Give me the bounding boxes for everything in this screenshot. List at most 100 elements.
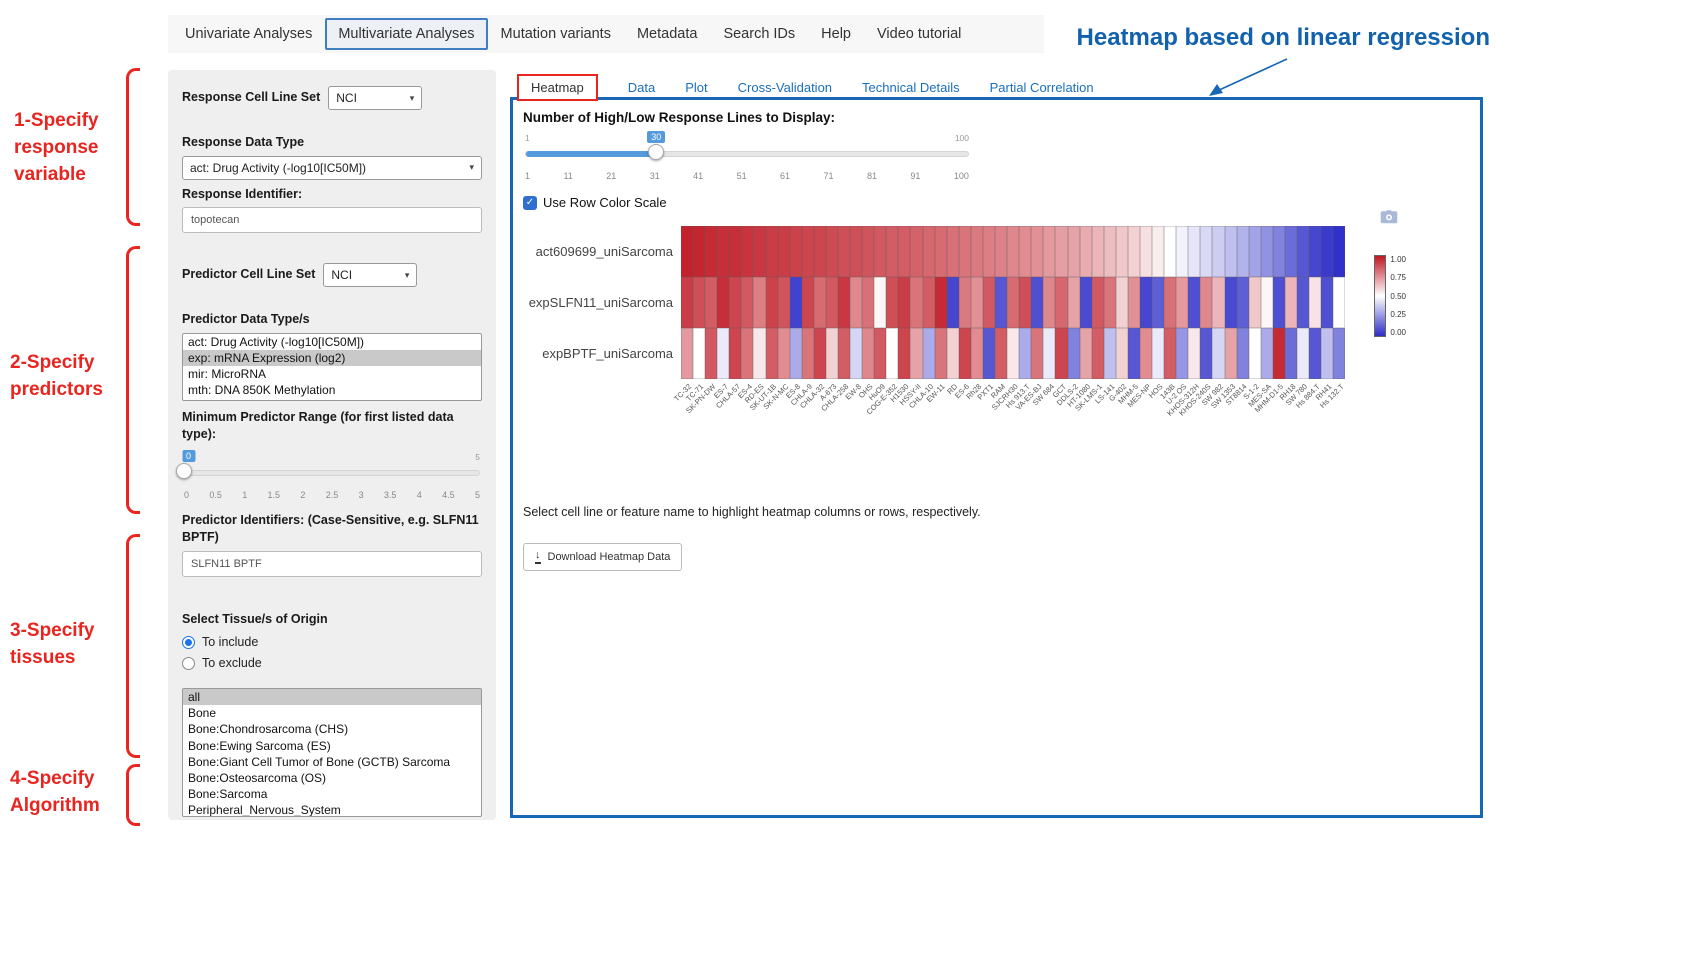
heatmap-cell[interactable]: [1333, 226, 1346, 277]
heatmap-cell[interactable]: [1164, 277, 1177, 328]
heatmap-cell[interactable]: [741, 328, 754, 379]
heatmap-cell[interactable]: [717, 328, 730, 379]
tab-plot[interactable]: Plot: [685, 80, 708, 95]
heatmap-cell[interactable]: [874, 277, 887, 328]
heatmap-cell[interactable]: [1139, 328, 1153, 379]
heatmap-cell[interactable]: [825, 226, 839, 277]
heatmap-cell[interactable]: [1164, 328, 1177, 379]
heatmap-cell[interactable]: [777, 226, 790, 277]
nav-item-multivariate-analyses[interactable]: Multivariate Analyses: [325, 18, 488, 50]
heatmap-cell[interactable]: [1188, 328, 1201, 379]
camera-icon[interactable]: [1380, 210, 1398, 225]
tab-heatmap[interactable]: Heatmap: [517, 74, 598, 101]
heatmap-cell[interactable]: [970, 226, 983, 277]
heatmap-cell[interactable]: [1296, 226, 1310, 277]
heatmap-cell[interactable]: [1164, 226, 1177, 277]
heatmap-cell[interactable]: [1067, 328, 1080, 379]
heatmap-cell[interactable]: [1224, 226, 1237, 277]
heatmap-cell[interactable]: [777, 328, 790, 379]
heatmap-cell[interactable]: [1079, 277, 1092, 328]
heatmap-cell[interactable]: [1272, 226, 1285, 277]
heatmap-cell[interactable]: [1224, 277, 1237, 328]
heatmap-cell[interactable]: [995, 328, 1008, 379]
tissue-option[interactable]: Bone:Osteosarcoma (OS): [188, 771, 327, 786]
heatmap-cell[interactable]: [838, 226, 851, 277]
tissue-option[interactable]: Bone: [188, 706, 217, 721]
heatmap-cell[interactable]: [1200, 328, 1213, 379]
heatmap-cell[interactable]: [1284, 328, 1297, 379]
predictor-data-type-option[interactable]: mth: DNA 850K Methylation: [188, 383, 336, 398]
heatmap-cell[interactable]: [922, 226, 935, 277]
heatmap-cell[interactable]: [1188, 226, 1201, 277]
heatmap-cell[interactable]: [1043, 328, 1056, 379]
heatmap-cell[interactable]: [681, 328, 694, 379]
heatmap-cell[interactable]: [1321, 226, 1334, 277]
heatmap-cell[interactable]: [946, 277, 959, 328]
heatmap-cell[interactable]: [801, 328, 814, 379]
heatmap-cell[interactable]: [753, 328, 766, 379]
heatmap-cell[interactable]: [934, 328, 947, 379]
heatmap-cell[interactable]: [934, 226, 947, 277]
heatmap-cell[interactable]: [1115, 328, 1128, 379]
heatmap-cell[interactable]: [789, 328, 802, 379]
heatmap-cell[interactable]: [825, 277, 839, 328]
heatmap-cell[interactable]: [862, 277, 875, 328]
heatmap-cell[interactable]: [1309, 226, 1322, 277]
response-data-type-select[interactable]: act: Drug Activity (-log10[IC50M]) ▾: [182, 155, 482, 180]
heatmap-cell[interactable]: [1103, 328, 1116, 379]
heatmap-cell[interactable]: [729, 328, 742, 379]
heatmap-cell[interactable]: [1055, 226, 1068, 277]
nav-item-univariate-analyses[interactable]: Univariate Analyses: [185, 26, 313, 42]
heatmap-cell[interactable]: [1115, 277, 1128, 328]
heatmap-cell[interactable]: [717, 226, 730, 277]
heatmap-cell[interactable]: [1152, 277, 1165, 328]
heatmap-cell[interactable]: [705, 277, 718, 328]
heatmap-cell[interactable]: [982, 226, 996, 277]
heatmap-cell[interactable]: [898, 226, 911, 277]
heatmap-cell[interactable]: [1031, 328, 1044, 379]
lines-slider-track[interactable]: [525, 151, 969, 157]
heatmap-cell[interactable]: [1212, 226, 1225, 277]
min-range-slider-handle[interactable]: [176, 462, 192, 479]
heatmap-cell[interactable]: [1115, 226, 1128, 277]
heatmap-cell[interactable]: [1031, 226, 1044, 277]
predictor-data-type-option[interactable]: exp: mRNA Expression (log2): [183, 349, 481, 366]
heatmap-cell[interactable]: [886, 328, 899, 379]
heatmap-cell[interactable]: [1067, 277, 1080, 328]
heatmap-cell[interactable]: [958, 277, 971, 328]
heatmap-cell[interactable]: [825, 328, 839, 379]
heatmap-cell[interactable]: [850, 226, 863, 277]
heatmap-cell[interactable]: [995, 277, 1008, 328]
heatmap-cell[interactable]: [958, 226, 971, 277]
heatmap-cell[interactable]: [705, 226, 718, 277]
download-heatmap-data-button[interactable]: ↓ Download Heatmap Data: [523, 543, 683, 571]
tab-data[interactable]: Data: [627, 80, 656, 95]
heatmap-cell[interactable]: [1079, 226, 1092, 277]
heatmap-cell[interactable]: [753, 226, 766, 277]
heatmap-cell[interactable]: [1152, 226, 1165, 277]
heatmap-cell[interactable]: [1103, 277, 1116, 328]
tissues-include-radio[interactable]: [182, 635, 195, 649]
heatmap-cell[interactable]: [1019, 328, 1032, 379]
heatmap-cell[interactable]: [1333, 328, 1346, 379]
heatmap-cell[interactable]: [910, 226, 923, 277]
heatmap-cell[interactable]: [1152, 328, 1165, 379]
min-range-slider-track[interactable]: [184, 469, 480, 476]
predictor-cell-line-set-select[interactable]: NCI ▾: [323, 263, 418, 287]
heatmap-cell[interactable]: [886, 226, 899, 277]
heatmap-cell[interactable]: [874, 328, 887, 379]
heatmap-cell[interactable]: [1091, 328, 1104, 379]
heatmap-cell[interactable]: [1272, 328, 1285, 379]
tissue-option[interactable]: Bone:Chondrosarcoma (CHS): [188, 722, 349, 737]
heatmap-cell[interactable]: [1272, 277, 1285, 328]
heatmap-cell[interactable]: [813, 277, 826, 328]
heatmap-cell[interactable]: [995, 226, 1008, 277]
heatmap-cell[interactable]: [1260, 328, 1273, 379]
heatmap-cell[interactable]: [1224, 328, 1237, 379]
lines-slider[interactable]: 1 100 30: [523, 131, 971, 171]
heatmap-cell[interactable]: [1321, 277, 1334, 328]
heatmap-cell[interactable]: [1055, 277, 1068, 328]
heatmap-cell[interactable]: [729, 277, 742, 328]
heatmap-cell[interactable]: [813, 328, 826, 379]
heatmap-cell[interactable]: [1007, 328, 1020, 379]
